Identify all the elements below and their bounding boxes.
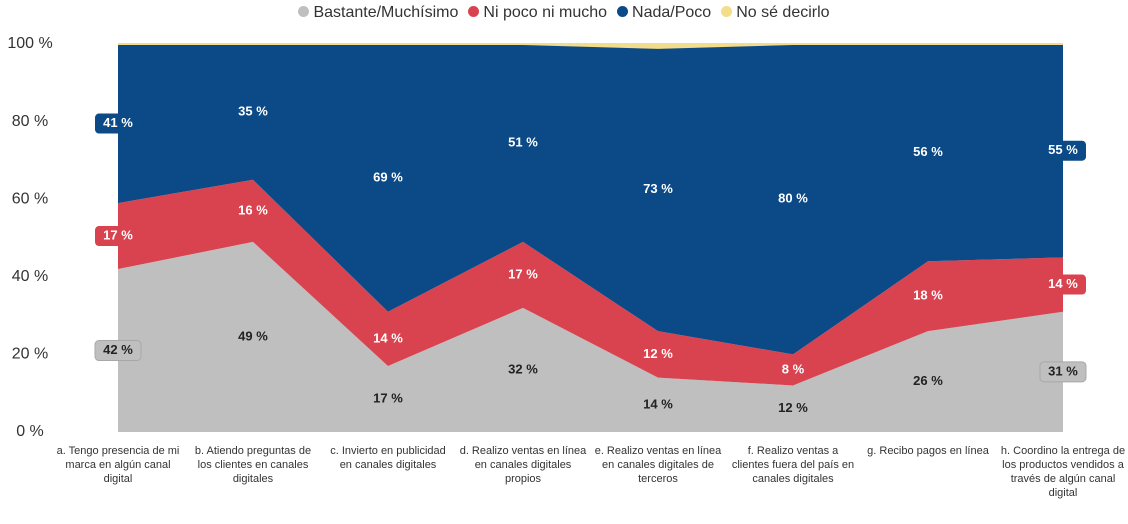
value-label: 18 % [913,288,943,303]
value-label: 8 % [782,361,805,376]
value-label: 14 % [373,330,403,345]
legend-marker [617,6,629,17]
value-label: 32 % [508,361,538,376]
legend-item: No sé decirlo [721,4,830,22]
legend-label: Ni poco ni mucho [483,4,608,21]
x-tick-label: f. Realizo ventas a clientes fuera del p… [731,445,855,485]
value-label: 12 % [643,346,673,361]
y-tick-label: 0 % [16,423,44,440]
value-label: 16 % [238,202,268,217]
x-tick-label: d. Realizo ventas en línea en canales di… [459,445,587,485]
value-label: 73 % [643,181,673,196]
legend-label: Bastante/Muchísimo [313,4,459,21]
value-label: 17 % [103,227,133,242]
x-tick-label: e. Realizo ventas en línea en canales di… [594,445,722,485]
y-tick-label: 80 % [12,113,48,130]
value-label: 14 % [643,396,673,411]
area [118,241,1063,432]
y-tick-label: 60 % [12,190,48,207]
y-tick-label: 20 % [12,346,48,363]
value-label: 41 % [103,115,133,130]
area [118,179,1063,386]
value-label: 69 % [373,169,403,184]
area [118,44,1063,355]
value-label-badge [94,340,142,362]
value-label: 42 % [103,342,133,357]
legend-marker [468,6,480,17]
value-label: 55 % [1048,142,1078,157]
value-label: 14 % [1048,276,1078,291]
legend-item: Bastante/Muchísimo [298,4,458,22]
value-label-badge [1040,140,1086,161]
x-tick-label: b. Atiendo preguntas de los clientes en … [194,445,312,485]
area [118,43,1063,49]
legend-marker [298,6,310,17]
value-label-badge [95,113,141,134]
x-tick-label: h. Coordino la entrega de los productos … [1000,445,1126,499]
legend-marker [721,6,733,17]
value-label: 12 % [778,400,808,415]
legend-item: Nada/Poco [617,4,711,22]
value-label-badge [95,226,141,247]
value-label: 35 % [238,103,268,118]
y-tick-label: 40 % [12,268,48,285]
y-tick-label: 100 % [7,35,52,52]
value-label: 80 % [778,191,808,206]
x-tick-label: g. Recibo pagos en línea [867,445,989,457]
value-label: 56 % [913,144,943,159]
legend-label: Nada/Poco [632,4,712,21]
value-label: 31 % [1048,363,1078,378]
legend-label: No sé decirlo [736,4,830,21]
value-label-badge [1040,274,1086,295]
legend-item: Ni poco ni mucho [468,4,607,22]
x-tick-label: c. Invierto en publicidad en canales dig… [330,445,446,471]
x-tick-label: a. Tengo presencia de mi marca en algún … [56,445,180,485]
value-label: 17 % [508,266,538,281]
value-label-badge [1039,361,1087,383]
value-label: 49 % [238,328,268,343]
legend: Bastante/Muchísimo Ni poco ni mucho Nada/P… [0,4,1128,22]
value-label: 51 % [508,134,538,149]
value-label: 17 % [373,390,403,405]
value-label: 26 % [913,373,943,388]
